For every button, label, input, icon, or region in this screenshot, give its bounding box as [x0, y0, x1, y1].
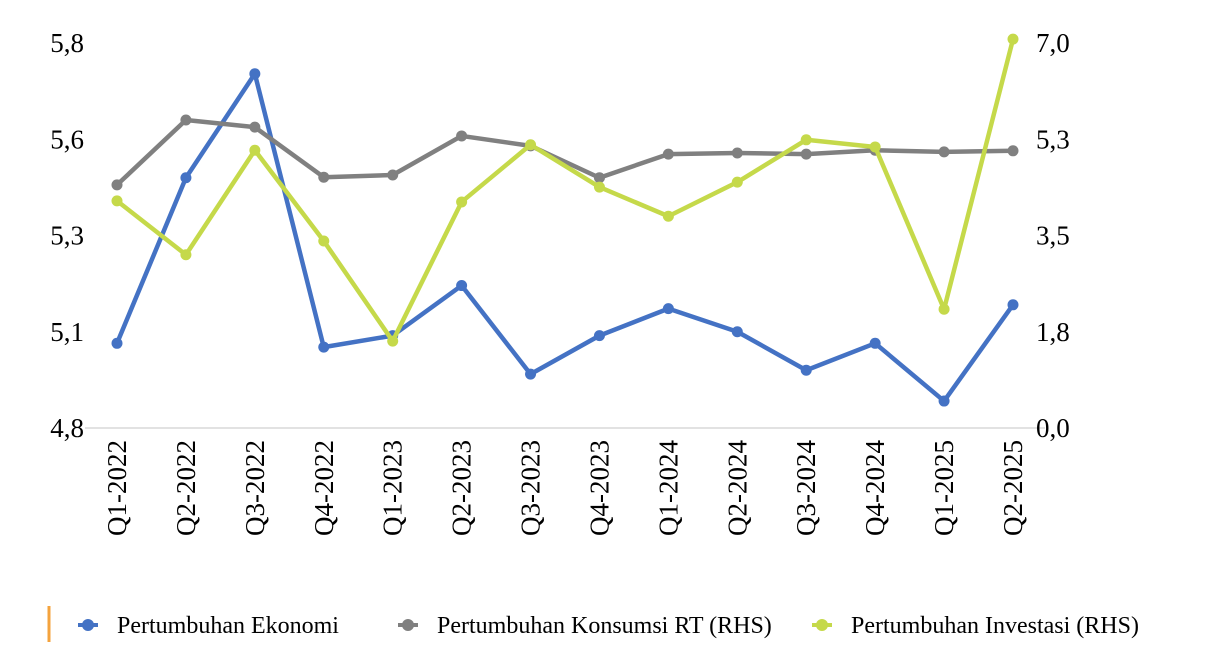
y-right-tick-label: 7,0: [1036, 28, 1070, 58]
data-point: [249, 144, 261, 156]
data-point: [111, 337, 123, 349]
x-tick-label: Q1-2025: [929, 440, 959, 536]
legend-item-0: Pertumbuhan Ekonomi: [78, 613, 339, 639]
x-tick-label: Q1-2024: [653, 440, 683, 536]
data-point: [456, 130, 468, 142]
y-left-tick-label: 5,1: [50, 317, 84, 347]
data-point: [800, 148, 812, 160]
series-2: [111, 33, 1019, 347]
x-tick-label: Q1-2022: [102, 440, 132, 536]
data-point: [318, 341, 330, 353]
data-point: [456, 280, 468, 292]
legend-marker: [816, 619, 828, 631]
data-point: [525, 368, 537, 380]
series-line: [115, 117, 1014, 187]
legend: Pertumbuhan Ekonomi Pertumbuhan Konsumsi …: [47, 606, 1139, 642]
x-tick-label: Q3-2022: [240, 440, 270, 536]
series-0: [111, 68, 1019, 407]
data-point: [180, 172, 192, 184]
data-point: [938, 395, 950, 407]
data-point: [525, 139, 537, 151]
legend-label: Pertumbuhan Konsumsi RT (RHS): [437, 613, 772, 639]
data-point: [938, 303, 950, 315]
x-tick-label: Q2-2024: [722, 440, 752, 536]
data-point: [800, 364, 812, 376]
data-point: [180, 249, 192, 261]
x-tick-label: Q2-2022: [171, 440, 201, 536]
data-point: [731, 176, 743, 188]
data-point: [249, 121, 261, 133]
data-point: [456, 196, 468, 208]
x-tick-label: Q3-2023: [516, 440, 546, 536]
data-point: [800, 134, 812, 146]
series-line: [115, 38, 1016, 344]
data-point: [593, 181, 605, 193]
legend-label: Pertumbuhan Ekonomi: [117, 613, 339, 639]
data-point: [318, 171, 330, 183]
data-point: [387, 169, 399, 181]
data-point: [869, 141, 881, 153]
x-tick-label: Q4-2022: [309, 440, 339, 536]
legend-marker: [82, 619, 94, 631]
series-line: [114, 71, 1015, 404]
legend-label: Pertumbuhan Investasi (RHS): [851, 613, 1139, 639]
y-right-tick-label: 1,8: [1036, 317, 1070, 347]
y-left-tick-label: 4,8: [50, 413, 84, 443]
series-1: [111, 114, 1019, 191]
legend-item-1: Pertumbuhan Konsumsi RT (RHS): [398, 613, 772, 639]
y-right-tick-label: 0,0: [1036, 413, 1070, 443]
x-tick-label: Q3-2024: [791, 440, 821, 536]
y-left-tick-label: 5,6: [50, 124, 84, 154]
data-point: [731, 147, 743, 159]
data-point: [318, 235, 330, 247]
y-right-tick-label: 3,5: [1036, 221, 1070, 251]
data-point: [111, 179, 123, 191]
y-left-tick-label: 5,8: [50, 28, 84, 58]
data-point: [662, 303, 674, 315]
data-point: [111, 195, 123, 207]
axes: 4,8 5,1 5,3 5,6 5,8 0,0 1,8 3,5 5,3 7,0 Q1-2022 Q2-…: [50, 28, 1070, 536]
data-point: [1007, 145, 1019, 157]
data-point: [593, 172, 605, 184]
x-tick-label: Q2-2023: [447, 440, 477, 536]
data-point: [731, 326, 743, 338]
data-point: [180, 114, 192, 126]
data-point: [249, 68, 261, 80]
data-point: [662, 148, 674, 160]
y-left-tick-label: 5,3: [50, 221, 84, 251]
legend-marker: [402, 619, 414, 631]
data-point: [662, 210, 674, 222]
x-tick-label: Q2-2025: [998, 440, 1028, 536]
y-right-tick-label: 5,3: [1036, 124, 1070, 154]
data-point: [593, 330, 605, 342]
x-tick-label: Q4-2023: [584, 440, 614, 536]
data-point: [1007, 299, 1019, 311]
x-tick-label: Q4-2024: [860, 440, 890, 536]
x-tick-label: Q1-2023: [378, 440, 408, 536]
data-point: [387, 335, 399, 347]
legend-item-2: Pertumbuhan Investasi (RHS): [812, 613, 1139, 639]
data-point: [869, 337, 881, 349]
data-point: [1007, 33, 1019, 45]
data-point: [938, 146, 950, 158]
series-group: [111, 33, 1019, 407]
